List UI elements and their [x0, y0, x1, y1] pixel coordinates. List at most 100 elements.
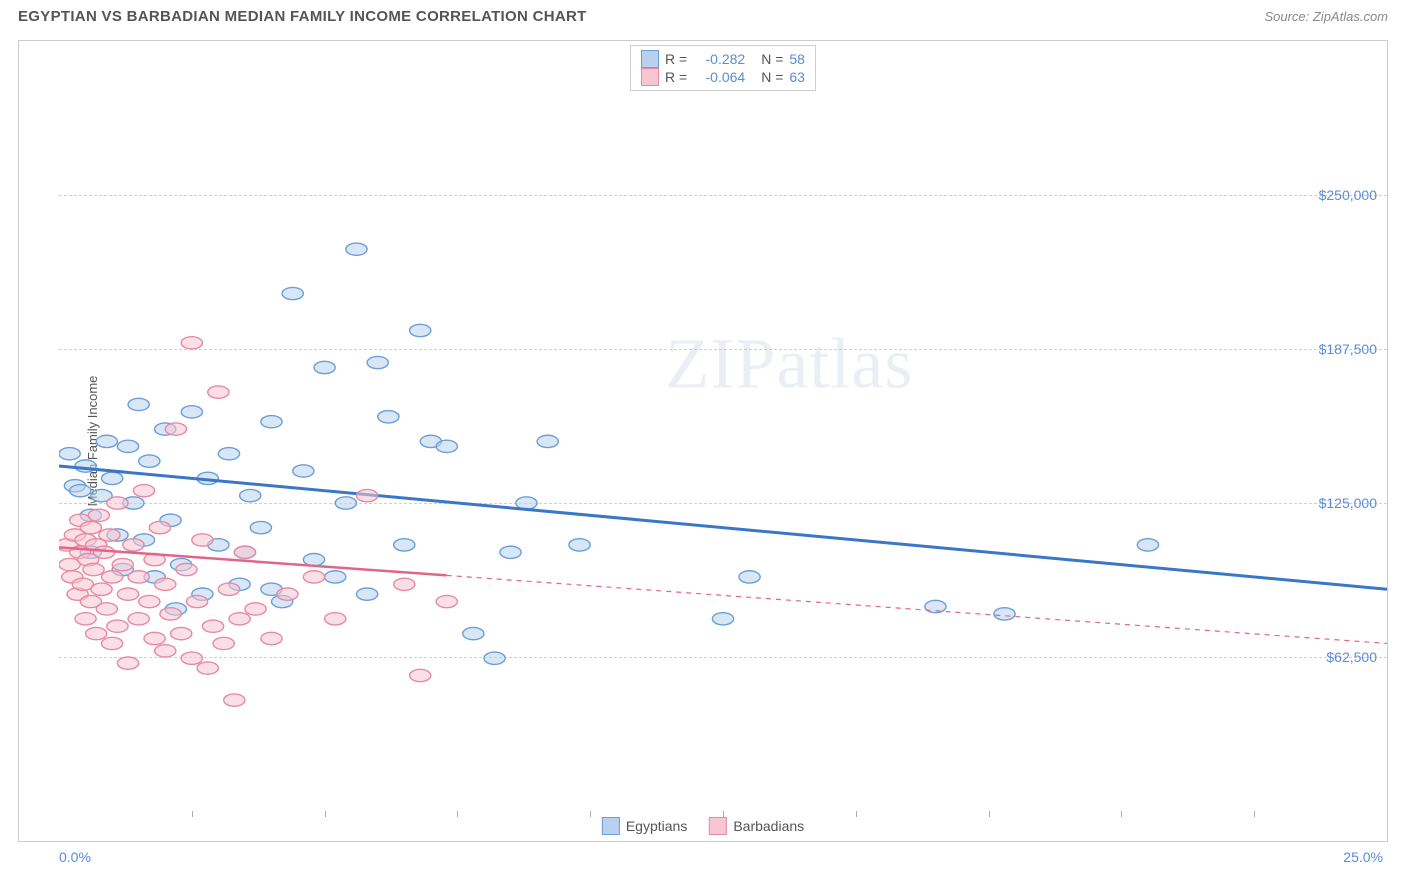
data-point — [208, 386, 229, 398]
data-point — [139, 455, 160, 467]
data-point — [101, 472, 122, 484]
data-point — [261, 416, 282, 428]
data-point — [484, 652, 505, 664]
data-point — [117, 440, 138, 452]
x-tick — [192, 811, 193, 817]
data-point — [112, 558, 133, 570]
x-tick — [989, 811, 990, 817]
data-point — [101, 637, 122, 649]
data-point — [197, 662, 218, 674]
data-point — [410, 669, 431, 681]
data-point — [394, 578, 415, 590]
x-tick — [1121, 811, 1122, 817]
data-point — [356, 588, 377, 600]
data-point — [181, 406, 202, 418]
data-point — [712, 613, 733, 625]
data-point — [181, 652, 202, 664]
data-point — [176, 563, 197, 575]
data-point — [1137, 539, 1158, 551]
data-point — [88, 509, 109, 521]
data-point — [739, 571, 760, 583]
legend-row: R =-0.282N =58 — [641, 50, 805, 68]
data-point — [117, 588, 138, 600]
data-point — [139, 595, 160, 607]
data-point — [128, 398, 149, 410]
data-point — [165, 423, 186, 435]
data-point — [192, 534, 213, 546]
legend-label: Egyptians — [626, 818, 687, 834]
data-point — [367, 356, 388, 368]
x-tick — [457, 811, 458, 817]
data-point — [123, 539, 144, 551]
data-point — [378, 411, 399, 423]
data-point — [261, 632, 282, 644]
data-point — [128, 571, 149, 583]
legend-swatch — [709, 817, 727, 835]
data-point — [86, 627, 107, 639]
legend-swatch — [641, 68, 659, 86]
data-point — [144, 632, 165, 644]
data-point — [245, 603, 266, 615]
trend-line-dashed — [447, 575, 1387, 643]
data-point — [335, 497, 356, 509]
legend-item: Barbadians — [709, 817, 804, 835]
data-point — [171, 627, 192, 639]
data-point — [96, 435, 117, 447]
chart-title: EGYPTIAN VS BARBADIAN MEDIAN FAMILY INCO… — [18, 8, 587, 25]
data-point — [70, 485, 91, 497]
data-point — [394, 539, 415, 551]
data-point — [277, 588, 298, 600]
legend-r-label: R = — [665, 69, 687, 85]
legend-n-value: 63 — [789, 69, 805, 85]
data-point — [218, 583, 239, 595]
data-point — [149, 521, 170, 533]
legend-r-value: -0.064 — [693, 69, 745, 85]
data-point — [436, 595, 457, 607]
legend-n-label: N = — [761, 51, 783, 67]
data-point — [303, 571, 324, 583]
legend-item: Egyptians — [602, 817, 687, 835]
data-point — [463, 627, 484, 639]
data-point — [80, 521, 101, 533]
data-point — [99, 529, 120, 541]
data-point — [155, 578, 176, 590]
data-point — [75, 613, 96, 625]
data-point — [83, 563, 104, 575]
x-tick — [856, 811, 857, 817]
data-point — [569, 539, 590, 551]
data-point — [356, 489, 377, 501]
legend-swatch — [602, 817, 620, 835]
data-point — [160, 608, 181, 620]
data-point — [107, 497, 128, 509]
series-legend: Egyptians Barbadians — [602, 817, 804, 835]
data-point — [91, 583, 112, 595]
data-point — [181, 337, 202, 349]
plot-area: ZIPatlas R =-0.282N =58R =-0.064N =63 $6… — [59, 41, 1387, 811]
x-tick — [1254, 811, 1255, 817]
data-point — [101, 571, 122, 583]
data-point — [186, 595, 207, 607]
legend-row: R = -0.064 N = 63 — [641, 68, 805, 86]
data-point — [213, 637, 234, 649]
data-point — [282, 287, 303, 299]
data-point — [346, 243, 367, 255]
data-point — [436, 440, 457, 452]
legend-label: Barbadians — [733, 818, 804, 834]
chart-source: Source: ZipAtlas.com — [1264, 9, 1388, 24]
data-point — [133, 485, 154, 497]
data-point — [96, 603, 117, 615]
data-point — [240, 489, 261, 501]
data-point — [537, 435, 558, 447]
data-point — [325, 571, 346, 583]
data-point — [224, 694, 245, 706]
data-point — [325, 613, 346, 625]
data-point — [117, 657, 138, 669]
legend-n-label: N = — [761, 69, 783, 85]
data-point — [59, 448, 80, 460]
x-tick — [325, 811, 326, 817]
legend-r-value: -0.282 — [693, 51, 745, 67]
data-point — [218, 448, 239, 460]
data-point — [234, 546, 255, 558]
data-point — [107, 620, 128, 632]
data-point — [500, 546, 521, 558]
